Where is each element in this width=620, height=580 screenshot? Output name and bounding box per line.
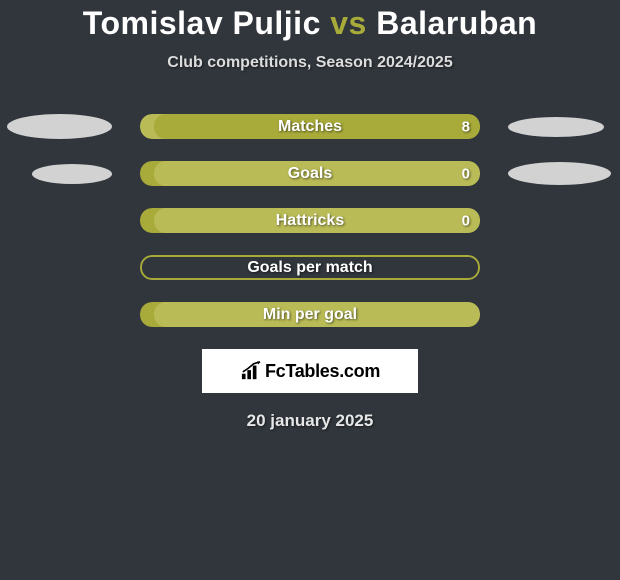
stat-bar: Hattricks 0 — [140, 208, 480, 233]
ellipse-right-icon — [508, 162, 611, 185]
stat-row-hattricks: Hattricks 0 — [0, 208, 620, 233]
stat-label: Goals — [288, 165, 332, 183]
stat-bar: Matches 8 — [140, 114, 480, 139]
stat-row-matches: Matches 8 — [0, 114, 620, 139]
ellipse-left-icon — [32, 164, 112, 184]
ellipse-right-icon — [508, 117, 604, 137]
stat-label: Min per goal — [263, 306, 357, 324]
stat-label: Matches — [278, 118, 342, 136]
ellipse-left-icon — [7, 114, 112, 139]
stat-bar: Min per goal — [140, 302, 480, 327]
stat-value-right: 0 — [462, 212, 470, 229]
stat-row-min-per-goal: Min per goal — [0, 302, 620, 327]
stat-bar: Goals 0 — [140, 161, 480, 186]
logo-text: FcTables.com — [265, 361, 380, 382]
date-text: 20 january 2025 — [0, 411, 620, 431]
bar-chart-icon — [240, 361, 262, 381]
page-title: Tomislav Puljic vs Balaruban — [0, 5, 620, 42]
stats-section: Matches 8 Goals 0 Hattricks 0 Goals — [0, 114, 620, 327]
stat-value-right: 0 — [462, 165, 470, 182]
stat-label: Hattricks — [276, 212, 344, 230]
stat-row-goals: Goals 0 — [0, 161, 620, 186]
player1-name: Tomislav Puljic — [83, 5, 321, 41]
infographic-container: Tomislav Puljic vs Balaruban Club compet… — [0, 0, 620, 431]
vs-text: vs — [330, 5, 367, 41]
logo: FcTables.com — [240, 361, 380, 382]
stat-row-goals-per-match: Goals per match — [0, 255, 620, 280]
player2-name: Balaruban — [376, 5, 537, 41]
stat-bar: Goals per match — [140, 255, 480, 280]
stat-value-right: 8 — [462, 118, 470, 135]
stat-label: Goals per match — [247, 259, 372, 277]
logo-box: FcTables.com — [202, 349, 418, 393]
subtitle: Club competitions, Season 2024/2025 — [0, 54, 620, 72]
